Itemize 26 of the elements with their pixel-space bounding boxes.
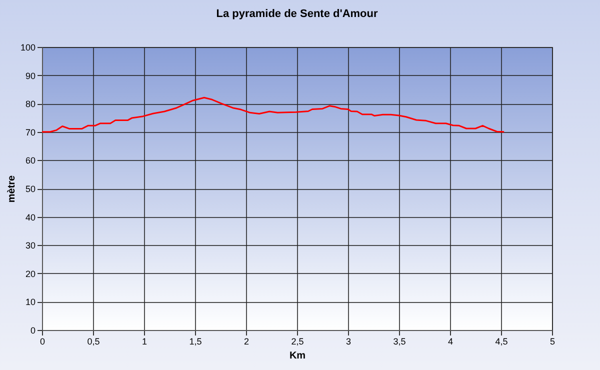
x-axis-title: Km — [289, 350, 306, 362]
line-series — [41, 96, 505, 133]
x-tick-label: 4 — [448, 336, 454, 346]
x-tick-label: 0,5 — [87, 336, 100, 346]
x-tick-label: 5 — [550, 336, 556, 346]
x-tick-label: 2,5 — [291, 336, 304, 346]
y-tick-label: 60 — [25, 156, 36, 166]
y-tick-label: 20 — [25, 268, 36, 279]
x-tick-label: 2 — [244, 336, 250, 346]
y-tick-label: 40 — [25, 212, 36, 222]
y-tick-label: 0 — [30, 326, 36, 336]
y-tick-label: 80 — [25, 99, 36, 110]
x-tick-label: 4,5 — [495, 336, 508, 346]
y-tick-label: 50 — [25, 184, 36, 194]
x-tick-label: 1 — [142, 336, 148, 346]
y-tick-label: 90 — [25, 70, 36, 81]
y-tick-label: 30 — [25, 240, 36, 251]
x-tick-label: 0 — [40, 336, 46, 346]
y-tick-label: 70 — [25, 127, 36, 138]
x-tick-label: 3,5 — [393, 336, 406, 346]
y-axis-title: mètre — [6, 174, 18, 203]
chart-title: La pyramide de Sente d'Amour — [216, 8, 378, 20]
x-tick-label: 1,5 — [189, 336, 202, 346]
y-tick-label: 10 — [25, 297, 36, 308]
y-tick-label: 100 — [20, 42, 36, 52]
x-tick-label: 3 — [346, 336, 352, 346]
